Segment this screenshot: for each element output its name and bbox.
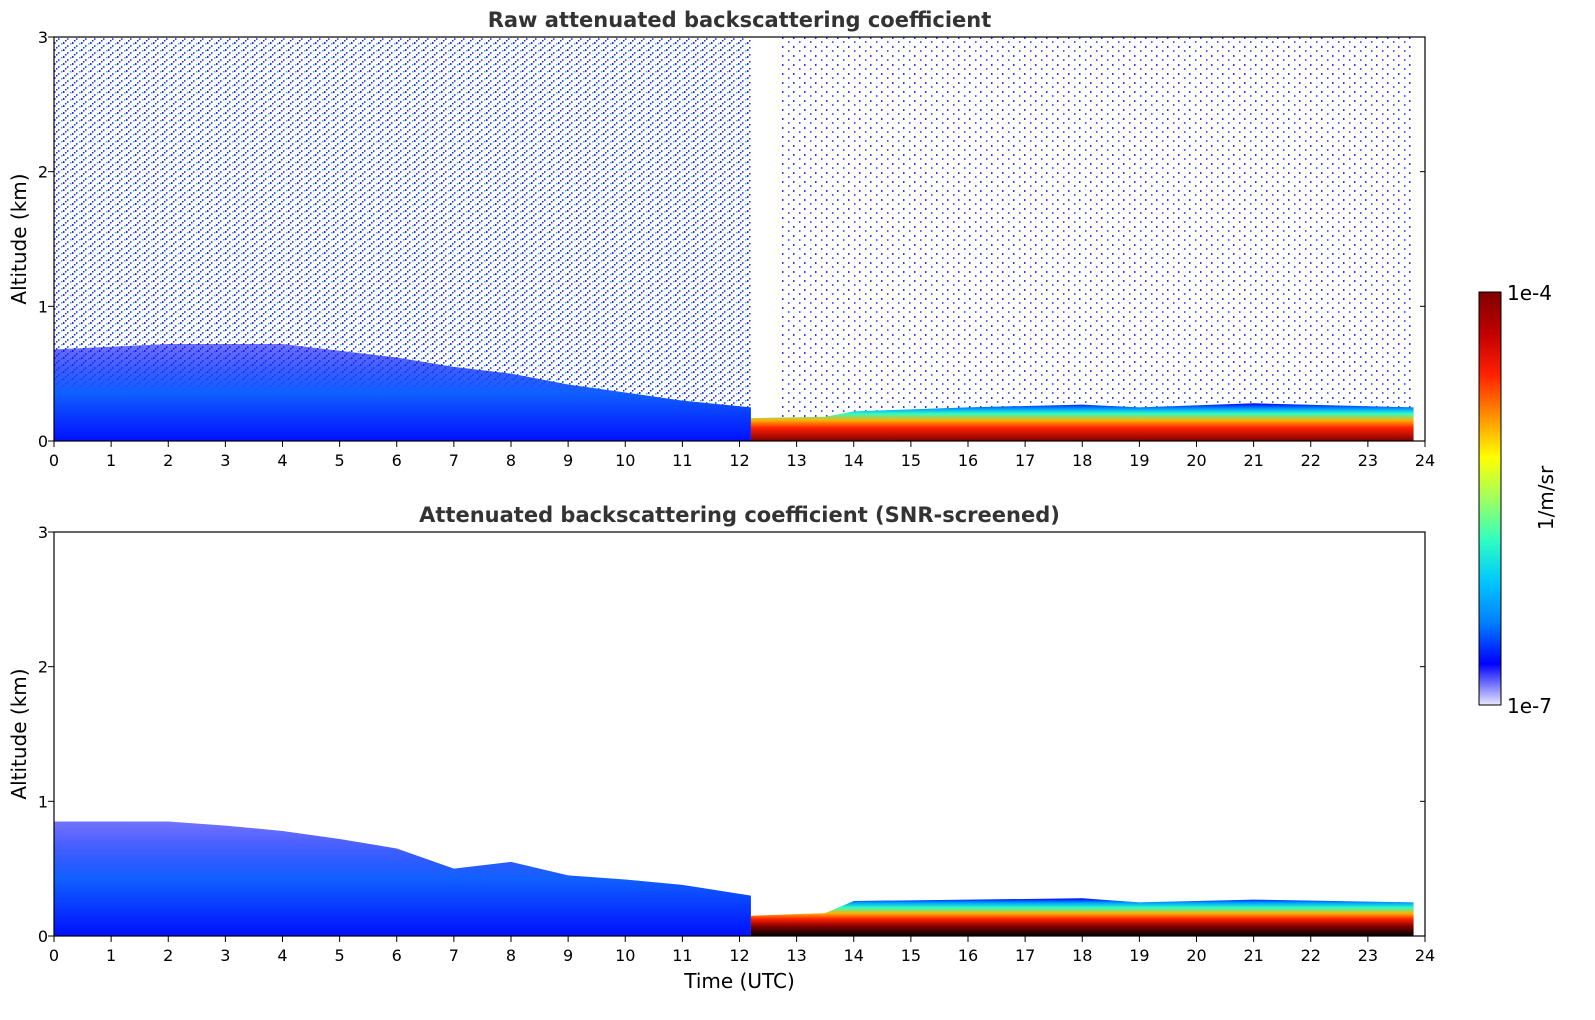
raw-y-axis: 0 1 2 3 [38,28,1425,451]
x-tick-label: 4 [277,946,287,965]
x-tick-label: 8 [506,946,516,965]
y-tick-label: 0 [38,927,48,946]
x-tick-label: 7 [449,946,459,965]
x-tick-label: 19 [1129,946,1149,965]
x-tick-label: 18 [1072,946,1092,965]
snr-y-axis: 0 1 2 3 [38,523,1425,946]
x-tick-label: 15 [901,451,921,470]
x-tick-label: 21 [1243,451,1263,470]
x-tick-label: 3 [220,451,230,470]
raw-backscatter-panel: Raw attenuated backscattering coefficien… [7,8,1435,470]
x-tick-label: 11 [672,946,692,965]
x-tick-label: 6 [392,451,402,470]
x-tick-label: 1 [106,946,116,965]
x-tick-label: 10 [615,451,635,470]
x-tick-label: 17 [1015,946,1035,965]
x-tick-label: 23 [1358,451,1378,470]
x-tick-label: 7 [449,451,459,470]
colorbar-min-label: 1e-7 [1507,694,1552,718]
x-tick-label: 1 [106,451,116,470]
y-tick-label: 2 [38,658,48,677]
x-tick-label: 13 [786,451,806,470]
x-tick-label: 4 [277,451,287,470]
raw-boundary-layer [750,403,1414,441]
raw-panel-title: Raw attenuated backscattering coefficien… [488,8,992,32]
snr-heatmap [54,821,1414,936]
colorbar: 1e-4 1e-7 1/m/sr [1478,281,1558,718]
x-tick-label: 21 [1243,946,1263,965]
y-tick-label: 1 [38,297,48,316]
x-tick-label: 15 [901,946,921,965]
y-tick-label: 3 [38,523,48,542]
x-tick-label: 0 [49,451,59,470]
raw-aerosol-layer [54,344,751,441]
x-tick-label: 2 [163,451,173,470]
y-tick-label: 2 [38,163,48,182]
x-tick-label: 19 [1129,451,1149,470]
x-tick-label: 14 [844,451,864,470]
x-tick-label: 12 [729,451,749,470]
x-tick-label: 22 [1301,946,1321,965]
colorbar-gradient [1478,291,1502,706]
x-tick-label: 5 [335,451,345,470]
x-tick-label: 12 [729,946,749,965]
x-tick-label: 18 [1072,451,1092,470]
x-tick-label: 16 [958,451,978,470]
y-tick-label: 1 [38,792,48,811]
raw-y-axis-label: Altitude (km) [7,173,31,304]
snr-x-axis: 0 1 2 3 4 5 6 7 8 9 10 11 12 13 14 15 16 17 18 19 20 21 22 23 24 [49,936,1435,965]
snr-panel-title: Attenuated backscattering coefficient (S… [419,503,1060,527]
y-tick-label: 3 [38,28,48,47]
raw-x-axis: 0 1 2 3 4 5 6 7 8 9 10 11 12 13 14 15 16 17 18 19 20 21 22 23 24 [49,441,1435,470]
x-tick-label: 10 [615,946,635,965]
x-tick-label: 13 [786,946,806,965]
x-tick-label: 14 [844,946,864,965]
snr-y-axis-label: Altitude (km) [7,668,31,799]
x-tick-label: 11 [672,451,692,470]
x-tick-label: 9 [563,451,573,470]
x-tick-label: 2 [163,946,173,965]
colorbar-units-label: 1/m/sr [1534,465,1558,530]
x-tick-label: 17 [1015,451,1035,470]
snr-aerosol-layer [54,821,751,936]
snr-boundary-layer [750,898,1414,936]
x-axis-label: Time (UTC) [683,969,795,993]
colorbar-max-label: 1e-4 [1507,281,1552,305]
raw-noise-field-day [780,37,1414,441]
x-tick-label: 3 [220,946,230,965]
snr-screened-panel: Attenuated backscattering coefficient (S… [7,503,1435,993]
x-tick-label: 23 [1358,946,1378,965]
raw-heatmap [54,37,1414,441]
x-tick-label: 22 [1301,451,1321,470]
x-tick-label: 6 [392,946,402,965]
x-tick-label: 20 [1186,946,1206,965]
x-tick-label: 5 [335,946,345,965]
x-tick-label: 9 [563,946,573,965]
x-tick-label: 8 [506,451,516,470]
x-tick-label: 16 [958,946,978,965]
x-tick-label: 24 [1415,946,1435,965]
y-tick-label: 0 [38,432,48,451]
x-tick-label: 24 [1415,451,1435,470]
x-tick-label: 0 [49,946,59,965]
x-tick-label: 20 [1186,451,1206,470]
